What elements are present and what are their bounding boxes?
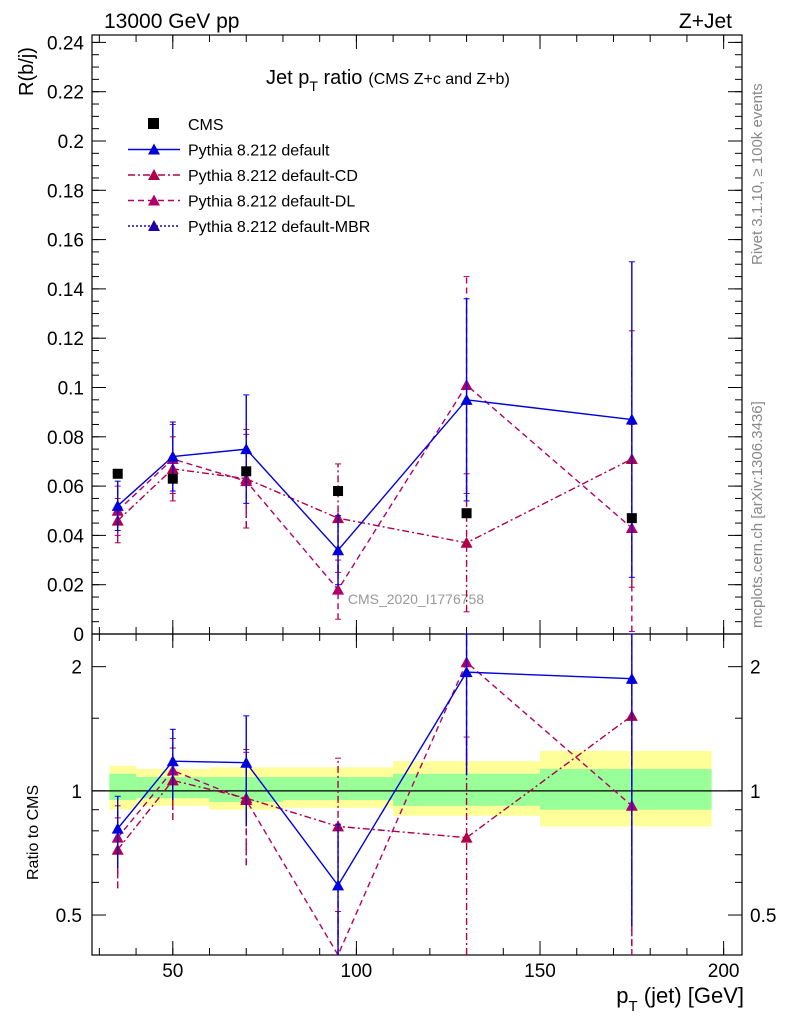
main-series [111,261,638,633]
legend-marker-cms [148,118,159,129]
ratio-marker-default [460,666,473,678]
ratio-marker-default [332,879,345,891]
series-line-dl [117,383,633,591]
cms-data-point [167,473,178,484]
x-tick-label: 100 [341,961,373,982]
legend-label-dl: Pythia 8.212 default-DL [188,194,355,211]
ratio-line-dl [117,661,633,957]
y-ratio-tick-label: 0.5 [56,906,82,927]
series-marker-dl [332,583,345,595]
y-main-tick-label: 0 [73,625,84,646]
legend-marker-cd [148,169,160,180]
ratio-line-cd [117,715,633,851]
y-ratio-tick-label: 1 [71,782,82,803]
ratio-band-inner [109,773,137,801]
plot-title-sub: T [309,78,318,94]
series-marker-default [240,443,253,455]
y-main-tick-label: 0.14 [47,280,84,301]
main-axes: 0 0.02 0.04 0.06 0.08 0.1 0.12 0.14 0.16 0.18 0.2 0… [47,33,743,646]
ratio-marker-default [111,822,124,834]
series-marker-default [111,499,124,511]
legend-label-cd: Pythia 8.212 default-CD [188,168,358,185]
y-main-tick-label: 0.1 [58,378,84,399]
x-label-tail: (jet) [GeV] [638,983,744,1008]
legend-label-default: Pythia 8.212 default [188,143,330,160]
series-line-default [117,399,632,552]
cms-data-point [461,508,472,519]
ratio-band-inner [282,777,394,801]
legend-marker-default [148,143,160,155]
y-main-axis-label: R(b/j) [16,47,38,96]
y-main-tick-label: 0.12 [47,329,84,350]
legend: CMS Pythia 8.212 default Pythia 8.212 defa… [128,117,370,236]
x-tick-label: 150 [524,961,556,982]
y-main-tick-label: 0.06 [47,477,84,498]
series-line-cd [117,458,633,544]
series-marker-cd [460,536,473,548]
y-main-tick-label: 0.02 [47,576,84,597]
y-ratio-tick-label-right: 1 [750,782,761,803]
legend-marker-mbr [148,220,160,231]
x-axis-label: pT (jet) [GeV] [616,983,744,1015]
ratio-marker-default [625,672,638,684]
header-right-title: Z+Jet [679,10,732,33]
analysis-watermark: CMS_2020_I1776758 [348,591,484,607]
legend-marker-dl [148,194,160,206]
plot-title-main: Jet p [266,67,309,89]
plot-title-detail: (CMS Z+c and Z+b) [368,71,509,88]
series-marker-default [166,450,179,462]
ratio-marker-default [240,756,253,768]
cms-data-point [626,513,637,524]
x-label-sub: T [628,998,637,1015]
plot-title-tail: ratio [318,67,362,89]
series-marker-default [460,393,473,405]
y-ratio-axis-label: Ratio to CMS [25,785,42,880]
series-marker-default [625,413,638,425]
ratio-band-inner [540,768,712,810]
y-main-tick-label: 0.22 [47,83,84,104]
cms-data-point [333,486,344,497]
header-left-title: 13000 GeV pp [104,10,239,33]
x-label-main: p [616,983,628,1008]
rivet-label: Rivet 3.1.10, ≥ 100k events [749,83,766,265]
ratio-line-default [117,671,632,887]
y-main-tick-label: 0.04 [47,526,84,547]
plot-title: Jet pT ratio (CMS Z+c and Z+b) [266,67,510,94]
ratio-frame [91,633,743,956]
y-main-tick-label: 0.08 [47,428,84,449]
legend-label-cms: CMS [188,117,224,134]
cms-data-point [112,468,123,479]
ratio-marker-default [166,755,179,767]
y-ratio-tick-label-right: 2 [750,658,761,679]
x-tick-label: 50 [162,961,183,982]
ratio-series [111,633,638,957]
y-main-tick-label: 0.2 [58,132,84,153]
series-marker-default [332,544,345,556]
y-main-tick-label: 0.18 [47,181,84,202]
y-main-tick-label: 0.24 [47,33,84,54]
mcplots-label: mcplots.cern.ch [arXiv:1306.3436] [749,401,766,628]
cms-data-point [241,466,252,477]
legend-label-mbr: Pythia 8.212 default-MBR [188,219,370,236]
y-ratio-tick-label: 2 [71,658,82,679]
y-ratio-tick-label-right: 0.5 [750,906,776,927]
ratio-marker-cd [460,831,473,843]
x-tick-label: 200 [708,961,740,982]
y-main-tick-label: 0.16 [47,231,84,252]
